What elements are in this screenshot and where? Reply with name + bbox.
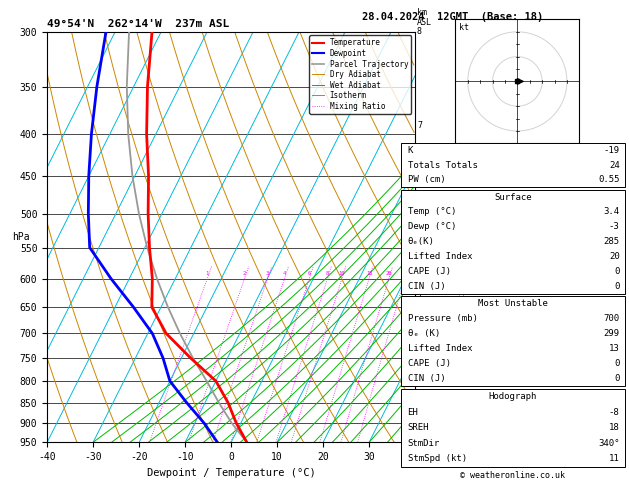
X-axis label: Dewpoint / Temperature (°C): Dewpoint / Temperature (°C) xyxy=(147,468,316,478)
Text: kt: kt xyxy=(459,23,469,32)
Text: 299: 299 xyxy=(603,330,620,338)
Text: 1: 1 xyxy=(417,408,422,417)
Text: 1: 1 xyxy=(206,272,209,277)
Text: 2: 2 xyxy=(243,272,246,277)
Text: -19: -19 xyxy=(603,146,620,155)
Text: SREH: SREH xyxy=(408,423,429,432)
Text: 0: 0 xyxy=(614,374,620,383)
Text: Surface: Surface xyxy=(494,192,532,202)
Text: 3: 3 xyxy=(266,272,269,277)
Text: 20: 20 xyxy=(609,252,620,261)
Text: θₑ (K): θₑ (K) xyxy=(408,330,440,338)
Text: StmSpd (kt): StmSpd (kt) xyxy=(408,454,467,463)
Text: 5: 5 xyxy=(417,249,422,259)
Text: 700: 700 xyxy=(603,314,620,324)
Text: CAPE (J): CAPE (J) xyxy=(408,267,450,276)
Text: CIN (J): CIN (J) xyxy=(408,374,445,383)
Text: 18: 18 xyxy=(609,423,620,432)
Text: 3.4: 3.4 xyxy=(603,208,620,216)
Text: PW (cm): PW (cm) xyxy=(408,175,445,184)
Text: Most Unstable: Most Unstable xyxy=(478,299,548,309)
Text: Pressure (mb): Pressure (mb) xyxy=(408,314,477,324)
Text: 11: 11 xyxy=(609,454,620,463)
Text: Hodograph: Hodograph xyxy=(489,392,537,401)
Text: 13: 13 xyxy=(609,345,620,353)
Text: Mixing Ratio (g/kg): Mixing Ratio (g/kg) xyxy=(459,210,467,305)
Text: 4: 4 xyxy=(283,272,286,277)
Text: 0: 0 xyxy=(614,359,620,368)
Text: 25: 25 xyxy=(401,272,408,277)
Text: 0: 0 xyxy=(614,267,620,276)
Text: km
ASL: km ASL xyxy=(417,8,432,28)
Text: 4: 4 xyxy=(417,289,422,297)
Text: 6: 6 xyxy=(417,202,422,211)
Text: 0.55: 0.55 xyxy=(598,175,620,184)
Text: EH: EH xyxy=(408,408,418,417)
Text: -3: -3 xyxy=(609,223,620,231)
Text: Lifted Index: Lifted Index xyxy=(408,345,472,353)
Text: 8: 8 xyxy=(417,27,422,36)
Text: θₑ(K): θₑ(K) xyxy=(408,237,435,246)
Text: -8: -8 xyxy=(609,408,620,417)
Text: Dewp (°C): Dewp (°C) xyxy=(408,223,456,231)
Text: CIN (J): CIN (J) xyxy=(408,282,445,291)
Text: 49°54'N  262°14'W  237m ASL: 49°54'N 262°14'W 237m ASL xyxy=(47,19,230,30)
Text: K: K xyxy=(408,146,413,155)
Text: CAPE (J): CAPE (J) xyxy=(408,359,450,368)
Text: 28.04.2024  12GMT  (Base: 18): 28.04.2024 12GMT (Base: 18) xyxy=(362,12,543,22)
Legend: Temperature, Dewpoint, Parcel Trajectory, Dry Adiabat, Wet Adiabat, Isotherm, Mi: Temperature, Dewpoint, Parcel Trajectory… xyxy=(309,35,411,114)
Text: 285: 285 xyxy=(603,237,620,246)
Text: StmDir: StmDir xyxy=(408,439,440,448)
Text: 7: 7 xyxy=(417,121,422,130)
Text: © weatheronline.co.uk: © weatheronline.co.uk xyxy=(460,471,565,480)
Text: Temp (°C): Temp (°C) xyxy=(408,208,456,216)
Text: 6: 6 xyxy=(308,272,311,277)
Text: 2: 2 xyxy=(417,372,422,381)
Text: 340°: 340° xyxy=(598,439,620,448)
Text: hPa: hPa xyxy=(13,232,30,242)
Text: 3: 3 xyxy=(417,321,422,330)
Text: 0: 0 xyxy=(614,282,620,291)
Text: 8: 8 xyxy=(326,272,329,277)
Text: Lifted Index: Lifted Index xyxy=(408,252,472,261)
Text: 15: 15 xyxy=(366,272,372,277)
Text: Totals Totals: Totals Totals xyxy=(408,161,477,170)
Text: 1LCL: 1LCL xyxy=(417,415,435,423)
Text: 20: 20 xyxy=(386,272,392,277)
Text: 24: 24 xyxy=(609,161,620,170)
Text: 10: 10 xyxy=(338,272,345,277)
